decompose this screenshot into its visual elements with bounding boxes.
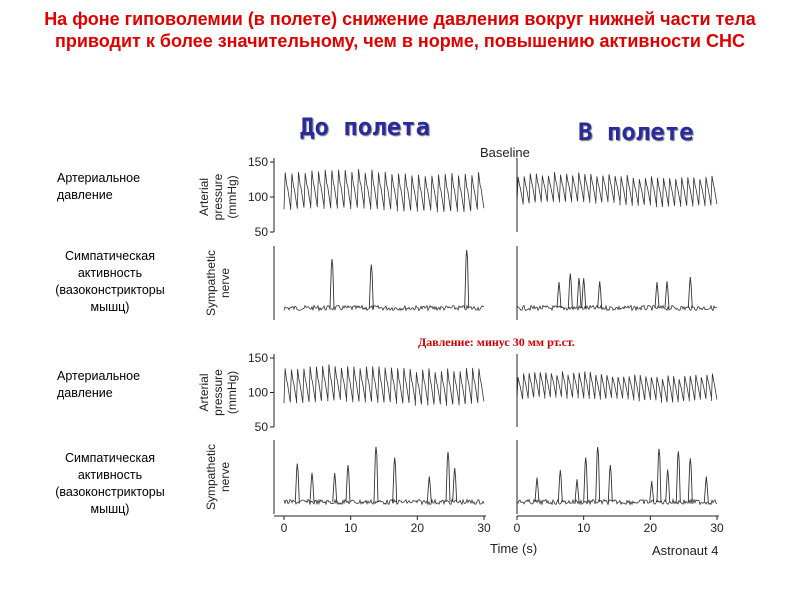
pressure-axis-label-line2: pressure: [211, 369, 225, 416]
nerve-burst-lbnp-preflight-1: [309, 472, 315, 503]
nerve-burst-baseline-inflight-1: [567, 273, 573, 309]
nerve-burst-lbnp-preflight-4: [373, 446, 379, 503]
pressure-axis-label-line3: (mmHg): [225, 175, 239, 218]
pressure-trace-lbnp-inflight: [516, 371, 718, 403]
time-tick-label-inflight-2: 20: [644, 521, 658, 535]
pressure-axis-label-line2: pressure: [211, 173, 225, 220]
nerve-burst-baseline-inflight-6: [664, 281, 670, 309]
nerve-burst-baseline-inflight-5: [654, 282, 660, 309]
nerve-burst-lbnp-inflight-0: [534, 477, 540, 503]
nerve-baseline-baseline-preflight: [283, 304, 485, 312]
pressure-trace-baseline-inflight: [516, 172, 718, 208]
condition-label-baseline: Baseline: [480, 145, 530, 160]
row-label-sympathetic-bottom: Симпатическая активность (вазоконстрикто…: [55, 451, 165, 516]
pressure-tick-label-lbnp-2: 50: [255, 420, 269, 434]
slide-title: На фоне гиповолемии (в полете) снижение …: [44, 9, 756, 51]
pressure-tick-label-baseline-1: 100: [248, 190, 268, 204]
row-label-sympathetic-top: Симпатическая активность (вазоконстрикто…: [55, 249, 165, 314]
pressure-axis-label-baseline: Arterial pressure (mmHg): [197, 173, 239, 220]
nerve-burst-lbnp-inflight-3: [583, 457, 589, 503]
pressure-trace-baseline-preflight: [283, 169, 485, 213]
pressure-axis-label-line3: (mmHg): [225, 371, 239, 414]
time-tick-label-preflight-3: 30: [477, 521, 491, 535]
nerve-burst-lbnp-preflight-7: [445, 451, 451, 503]
nerve-burst-lbnp-inflight-2: [574, 479, 580, 503]
nerve-burst-lbnp-inflight-6: [649, 481, 655, 503]
nerve-burst-lbnp-preflight-5: [392, 457, 398, 503]
pressure-tick-label-lbnp-1: 100: [248, 386, 268, 400]
nerve-burst-lbnp-inflight-9: [675, 451, 681, 503]
pressure-tick-label-baseline-2: 50: [255, 225, 269, 239]
nerve-burst-lbnp-inflight-7: [656, 448, 662, 503]
pressure-tick-label-baseline-0: 150: [248, 155, 268, 169]
nerve-axis-label-line1: Sympathetic: [204, 444, 218, 510]
column-header-preflight: До полета: [300, 113, 431, 141]
condition-label-lbnp: Давление: минус 30 мм рт.ст.: [418, 335, 575, 349]
pressure-axis-label-line1: Arterial: [197, 178, 211, 216]
nerve-burst-baseline-preflight-0: [329, 258, 335, 309]
row-label-pressure-bottom: Артериальное давление: [57, 369, 141, 400]
nerve-burst-lbnp-preflight-0: [294, 463, 300, 503]
nerve-axis-label-line1: Sympathetic: [204, 250, 218, 316]
nerve-axis-label-line2: nerve: [218, 268, 232, 298]
time-tick-label-preflight-0: 0: [281, 521, 288, 535]
chart-axes: [270, 158, 719, 520]
pressure-tick-label-lbnp-0: 150: [248, 351, 268, 365]
chart-traces: [283, 169, 718, 506]
nerve-burst-lbnp-preflight-3: [345, 464, 351, 503]
nerve-burst-lbnp-preflight-2: [332, 472, 338, 503]
nerve-baseline-baseline-inflight: [516, 304, 718, 312]
nerve-burst-lbnp-inflight-1: [557, 469, 563, 503]
column-header-inflight: В полете: [578, 118, 694, 146]
nerve-burst-lbnp-preflight-8: [452, 468, 458, 503]
time-axis-label: Time (s): [490, 541, 537, 556]
row-label-pressure-top: Артериальное давление: [57, 171, 141, 202]
nerve-burst-lbnp-inflight-11: [703, 476, 709, 503]
time-tick-label-preflight-1: 10: [344, 521, 358, 535]
nerve-axis-label-line2: nerve: [218, 462, 232, 492]
nerve-burst-lbnp-inflight-10: [687, 458, 693, 503]
time-tick-label-inflight-1: 10: [577, 521, 591, 535]
nerve-burst-lbnp-inflight-4: [595, 447, 601, 503]
nerve-baseline-lbnp-inflight: [517, 498, 718, 506]
nerve-burst-baseline-preflight-1: [368, 264, 374, 309]
pressure-axis-label-lbnp: Arterial pressure (mmHg): [197, 369, 239, 416]
nerve-burst-baseline-inflight-7: [687, 276, 693, 309]
nerve-axis-label-lbnp: Sympathetic nerve: [204, 444, 232, 510]
nerve-burst-baseline-inflight-2: [576, 277, 582, 309]
subject-label: Astronaut 4: [652, 543, 719, 558]
pressure-trace-lbnp-preflight: [283, 364, 485, 406]
nerve-burst-baseline-inflight-4: [597, 281, 603, 309]
time-tick-label-preflight-2: 20: [411, 521, 425, 535]
nerve-burst-baseline-inflight-0: [556, 282, 562, 309]
nerve-burst-baseline-preflight-2: [464, 249, 470, 309]
nerve-burst-lbnp-inflight-5: [607, 464, 613, 503]
time-tick-label-inflight-0: 0: [514, 521, 521, 535]
time-tick-label-inflight-3: 30: [710, 521, 724, 535]
nerve-baseline-lbnp-preflight: [283, 498, 485, 506]
pressure-axis-label-line1: Arterial: [197, 373, 211, 411]
nerve-burst-lbnp-preflight-6: [426, 476, 432, 503]
nerve-burst-lbnp-inflight-8: [665, 469, 671, 503]
nerve-burst-baseline-inflight-3: [581, 278, 587, 309]
nerve-axis-label-baseline: Sympathetic nerve: [204, 250, 232, 316]
